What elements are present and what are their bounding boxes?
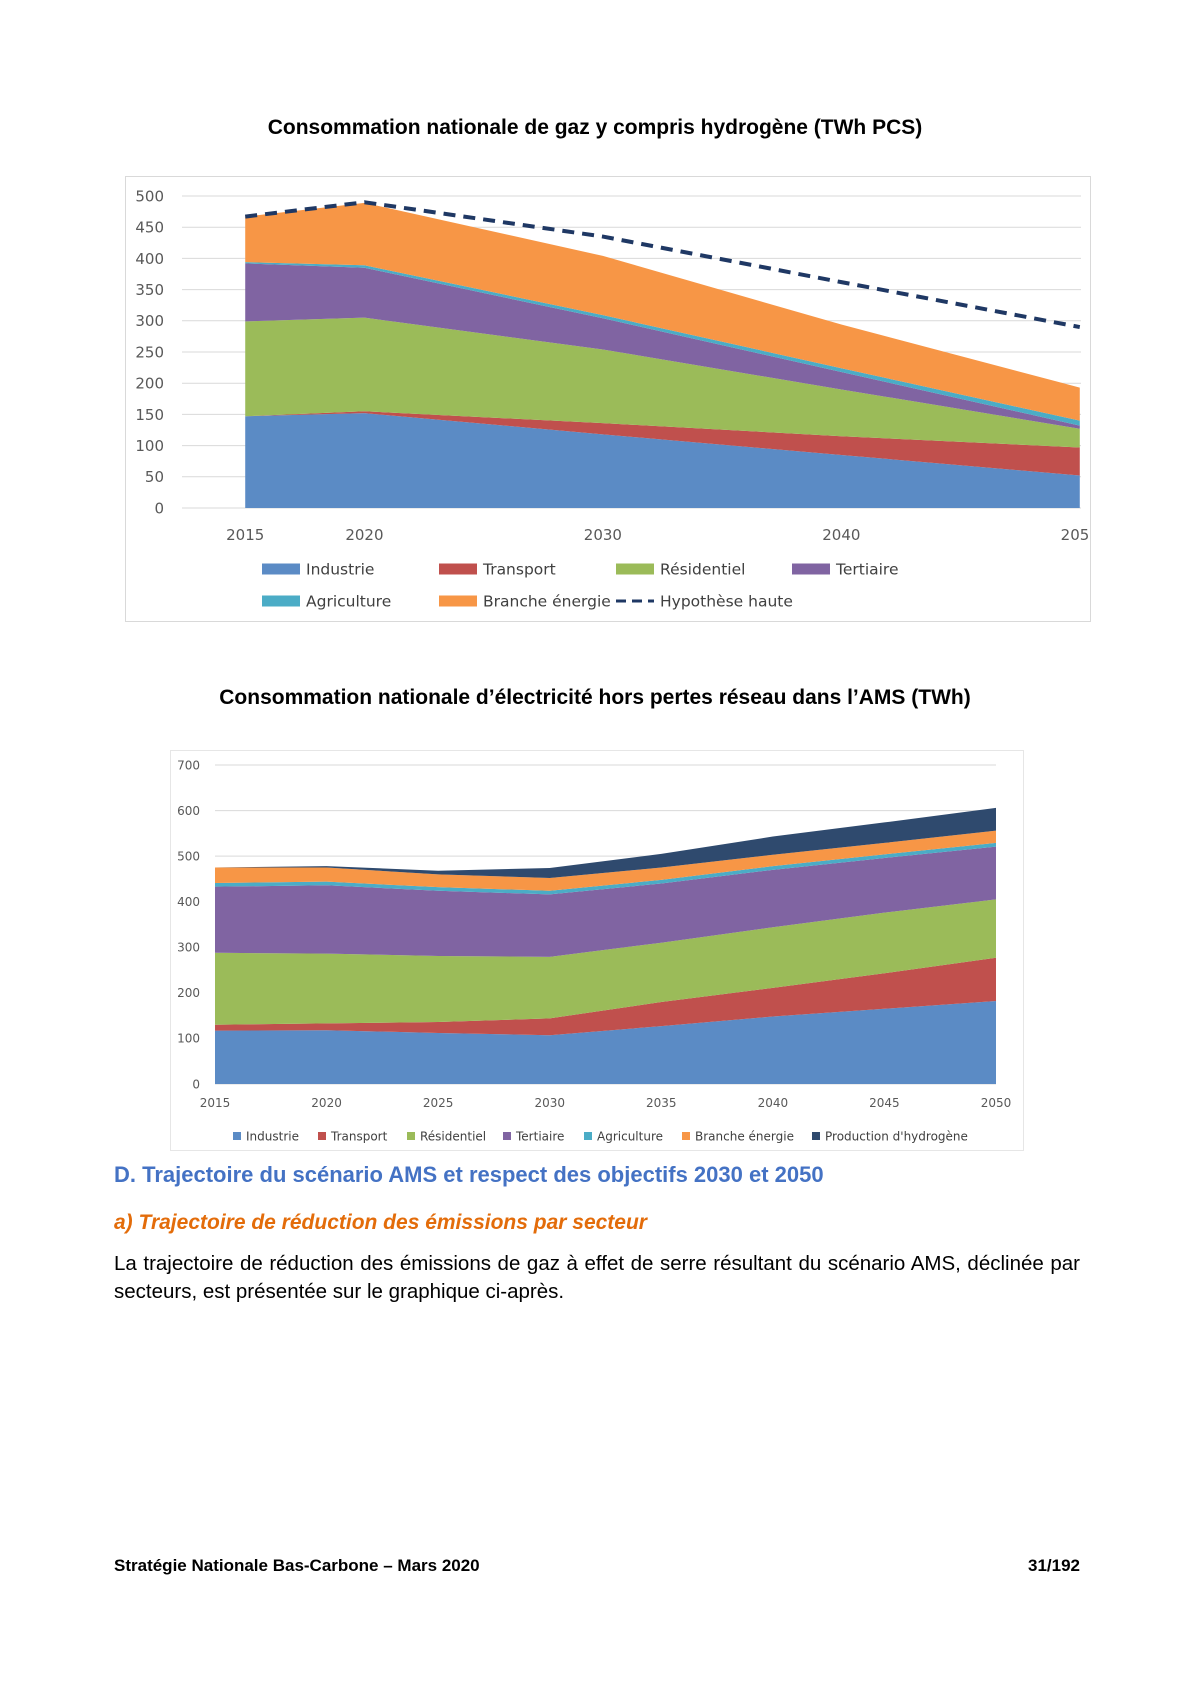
- gas-area-branche-energie: [245, 202, 1080, 421]
- gas-y-tick-label: 150: [135, 406, 164, 424]
- gas-y-tick-label: 400: [135, 250, 164, 268]
- elec-y-tick-label: 100: [177, 1032, 200, 1046]
- gas-legend-swatch-agriculture: [262, 595, 300, 607]
- gas-y-tick-label: 0: [154, 499, 164, 517]
- elec-x-tick-label: 2045: [869, 1096, 900, 1110]
- gas-legend-label-transport: Transport: [482, 561, 556, 579]
- elec-legend-label-transport: Transport: [330, 1129, 388, 1143]
- elec-y-tick-label: 400: [177, 895, 200, 909]
- elec-area-residentiel: [215, 899, 996, 1025]
- elec-y-tick-label: 700: [177, 758, 200, 772]
- gas-y-tick-label: 250: [135, 343, 164, 361]
- elec-legend-swatch-production-d-hydrogene: [812, 1132, 820, 1140]
- gas-x-tick-label: 2020: [345, 526, 383, 544]
- elec-legend-swatch-industrie: [233, 1132, 241, 1140]
- gas-y-tick-label: 350: [135, 281, 164, 299]
- subsection-heading: a) Trajectoire de réduction des émission…: [114, 1211, 647, 1234]
- elec-legend-label-branche-energie: Branche énergie: [695, 1129, 794, 1143]
- elec-legend-label-tertiaire: Tertiaire: [515, 1129, 564, 1143]
- elec-legend-swatch-transport: [318, 1132, 326, 1140]
- elec-x-tick-label: 2025: [423, 1096, 454, 1110]
- gas-y-tick-label: 450: [135, 219, 164, 237]
- gas-area-industrie: [245, 413, 1080, 508]
- elec-legend-label-residentiel: Résidentiel: [420, 1129, 486, 1143]
- gas-legend-label-tertiaire: Tertiaire: [835, 561, 899, 579]
- elec-area-production-d-hydrogene: [215, 807, 996, 879]
- gas-line-hypothese-haute: [244, 200, 1081, 330]
- elec-legend-label-production-d-hydrogene: Production d'hydrogène: [825, 1129, 968, 1143]
- elec-x-tick-label: 2050: [981, 1096, 1012, 1110]
- gas-chart-title: Consommation nationale de gaz y compris …: [267, 116, 923, 139]
- gas-y-tick-label: 200: [135, 375, 164, 393]
- gas-y-tick-label: 100: [135, 437, 164, 455]
- gas-legend-swatch-transport: [439, 563, 477, 575]
- gas-legend-label-hypothese-haute: Hypothèse haute: [660, 593, 793, 611]
- elec-area-branche-energie: [215, 830, 996, 891]
- gas-area-residentiel: [245, 317, 1080, 448]
- elec-area-tertiaire: [215, 846, 996, 957]
- electricity-chart-svg: 0 100 200 300 400 500 600 700 2015 2020 2025 2030 20…: [177, 758, 1012, 1143]
- gas-legend-label-industrie: Industrie: [306, 561, 374, 579]
- gas-y-tick-label: 500: [135, 187, 164, 205]
- elec-area-industrie: [215, 1001, 996, 1084]
- gas-legend-swatch-tertiaire: [792, 563, 830, 575]
- gas-area-transport: [245, 411, 1080, 476]
- section-heading: D. Trajectoire du scénario AMS et respec…: [114, 1162, 824, 1187]
- gas-legend-swatch-residentiel: [616, 563, 654, 575]
- page-number: 31/192: [1028, 1556, 1080, 1575]
- gas-legend-label-agriculture: Agriculture: [306, 593, 391, 611]
- elec-x-tick-label: 2015: [200, 1096, 231, 1110]
- elec-legend-label-industrie: Industrie: [246, 1129, 299, 1143]
- gas-legend-label-branche-energie: Branche énergie: [483, 593, 611, 611]
- gas-legend-label-residentiel: Résidentiel: [660, 561, 745, 579]
- elec-y-tick-label: 500: [177, 849, 200, 863]
- gas-y-tick-label: 300: [135, 312, 164, 330]
- gas-legend-swatch-industrie: [262, 563, 300, 575]
- elec-x-tick-label: 2030: [534, 1096, 565, 1110]
- elec-area-transport: [215, 957, 996, 1036]
- elec-y-tick-label: 0: [192, 1077, 200, 1091]
- gas-chart-svg: 0 50 100 150 200 250 300 350 400 450 500 2015 2020 20…: [135, 187, 1099, 611]
- elec-y-tick-label: 300: [177, 941, 200, 955]
- gas-x-tick-label: 2030: [584, 526, 622, 544]
- gas-x-tick-label: 2050: [1061, 526, 1090, 544]
- gas-x-tick-label: 2040: [822, 526, 860, 544]
- elec-legend-swatch-agriculture: [584, 1132, 592, 1140]
- footer-title: Stratégie Nationale Bas-Carbone – Mars 2…: [114, 1556, 480, 1575]
- gas-chart: 0 50 100 150 200 250 300 350 400 450 500 2015 2020 20…: [125, 176, 1099, 622]
- elec-x-tick-label: 2040: [758, 1096, 789, 1110]
- elec-legend-label-agriculture: Agriculture: [597, 1129, 663, 1143]
- elec-legend-swatch-residentiel: [407, 1132, 415, 1140]
- gas-area-tertiaire: [245, 263, 1080, 429]
- gas-y-tick-label: 50: [145, 468, 164, 486]
- electricity-chart: 0 100 200 300 400 500 600 700 2015 2020 2025 2030 20…: [170, 750, 1024, 1151]
- elec-legend-swatch-tertiaire: [503, 1132, 511, 1140]
- body-paragraph: La trajectoire de réduction des émission…: [114, 1252, 1080, 1303]
- elec-y-tick-label: 600: [177, 804, 200, 818]
- elec-y-tick-label: 200: [177, 986, 200, 1000]
- electricity-chart-title: Consommation nationale d’électricité hor…: [219, 686, 971, 709]
- gas-legend-swatch-branche-energie: [439, 595, 477, 607]
- gas-x-tick-label: 2015: [226, 526, 264, 544]
- elec-legend-swatch-branche-energie: [682, 1132, 690, 1140]
- elec-x-tick-label: 2020: [311, 1096, 342, 1110]
- elec-x-tick-label: 2035: [646, 1096, 677, 1110]
